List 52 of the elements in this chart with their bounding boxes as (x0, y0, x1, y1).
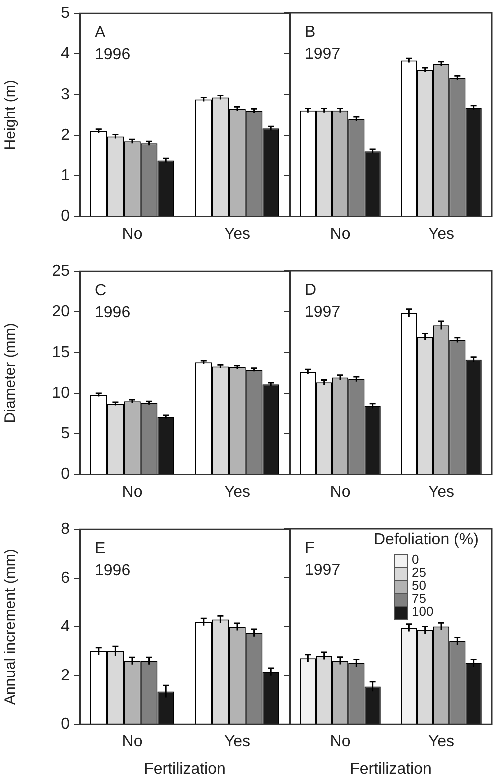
text: 1997 (305, 304, 341, 321)
y-tick-label: 5 (61, 426, 70, 443)
text: 1996 (95, 46, 131, 64)
y-tick-label: 3 (61, 86, 70, 104)
text: 1997 (305, 46, 341, 63)
text: 1996 (95, 562, 131, 580)
y-axis-title: Annual increment (mm) (2, 549, 20, 706)
y-tick-label: 6 (61, 570, 70, 587)
x-axis-title: Fertilization (350, 760, 432, 778)
text: D (305, 282, 317, 299)
y-tick-label: 0 (61, 466, 70, 484)
x-axis-title: Fertilization (144, 760, 226, 778)
x-tick-label: No (122, 734, 143, 751)
y-axis-title: Diameter (mm) (2, 323, 20, 424)
text: E (95, 540, 106, 558)
legend-label: 100 (412, 604, 434, 620)
legend-label: 0 (412, 552, 420, 568)
text: F (305, 540, 315, 557)
y-axis-title: Height (m) (2, 80, 20, 150)
text: 1997 (305, 562, 341, 579)
y-tick-label: 15 (52, 344, 70, 362)
x-tick-label: Yes (428, 734, 455, 751)
x-tick-label: No (330, 484, 351, 501)
y-tick-label: 1 (61, 168, 70, 185)
y-tick-label: 0 (61, 716, 70, 734)
legend-label: 75 (412, 591, 426, 606)
legend-label: 50 (412, 578, 426, 594)
y-tick-label: 20 (52, 304, 70, 321)
text: 1996 (95, 304, 131, 322)
x-tick-label: No (122, 484, 143, 501)
y-tick-label: 4 (61, 618, 70, 636)
y-tick-label: 2 (61, 126, 70, 144)
x-tick-label: No (122, 226, 143, 243)
text: C (95, 282, 107, 300)
x-tick-label: No (330, 734, 351, 751)
y-tick-label: 4 (61, 46, 70, 63)
legend-label: 25 (412, 565, 426, 580)
y-tick-label: 10 (52, 384, 70, 402)
x-tick-label: Yes (428, 484, 455, 501)
text: A (95, 24, 106, 42)
legend-title: Defoliation (%) (374, 531, 479, 548)
x-tick-label: Yes (428, 226, 455, 243)
x-tick-label: No (330, 226, 351, 243)
y-tick-label: 25 (52, 263, 70, 280)
x-tick-label: Yes (224, 734, 251, 751)
y-tick-label: 8 (61, 521, 70, 538)
x-tick-label: Yes (224, 484, 251, 501)
y-tick-label: 0 (61, 208, 70, 226)
x-tick-label: Yes (224, 226, 251, 243)
y-tick-label: 2 (61, 667, 70, 684)
text: B (305, 24, 316, 41)
y-tick-label: 5 (61, 5, 70, 22)
